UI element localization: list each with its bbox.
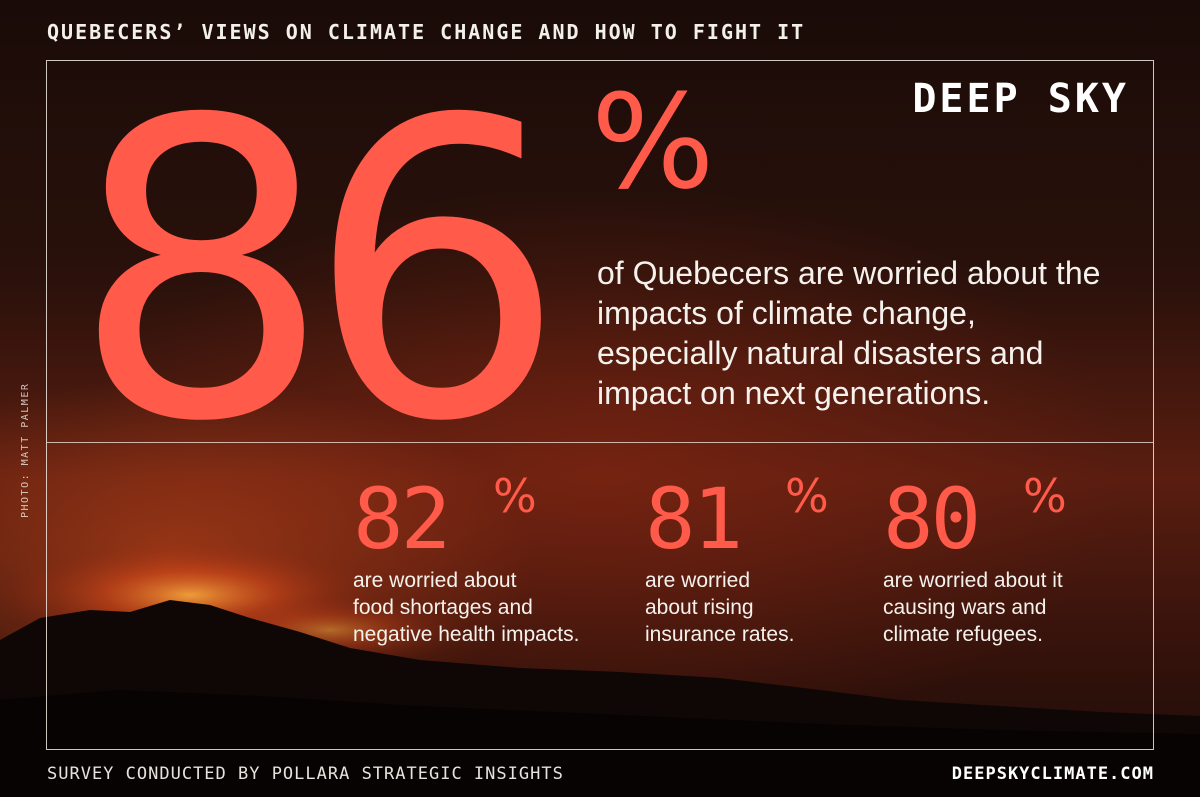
stat-caption-line: are worried about [353, 569, 517, 592]
headline-stat-caption: of Quebecers are worried about the impac… [597, 255, 1101, 411]
stat-caption-line: are worried about it [883, 569, 1063, 592]
stat-percent: % [493, 469, 537, 523]
stat-value: 81 [645, 470, 743, 568]
stat-food-health: 82 % are worried about food shortages an… [353, 470, 580, 648]
photo-credit: PHOTO: MATT PALMER [20, 382, 31, 518]
stat-value: 80 [883, 470, 981, 568]
stat-caption-line: are worried [645, 569, 751, 592]
headline-stat-value: 86 [71, 33, 567, 511]
stat-caption-line: about rising [645, 596, 754, 619]
stat-caption-line: negative health impacts. [353, 623, 580, 646]
content-frame: DEEP SKY 86 % of Quebecers are worried a… [46, 60, 1154, 750]
stat-percent: % [785, 469, 829, 523]
website-link[interactable]: DEEPSKYCLIMATE.COM [951, 764, 1154, 784]
stat-caption-line: food shortages and [353, 596, 533, 619]
stat-insurance: 81 % are worried about rising insurance … [645, 470, 829, 648]
stat-wars-refugees: 80 % are worried about it causing wars a… [883, 470, 1067, 648]
page-title: QUEBECERS’ VIEWS ON CLIMATE CHANGE AND H… [47, 20, 806, 44]
stat-caption-line: climate refugees. [883, 623, 1043, 646]
stat-caption-line: insurance rates. [645, 623, 795, 646]
section-divider [47, 442, 1153, 443]
stat-value: 82 [353, 470, 451, 568]
survey-source: SURVEY CONDUCTED BY POLLARA STRATEGIC IN… [47, 764, 564, 784]
stat-caption-line: causing wars and [883, 596, 1047, 619]
headline-stat-percent: % [591, 66, 715, 218]
deep-sky-logo: DEEP SKY [912, 76, 1129, 122]
stat-percent: % [1023, 469, 1067, 523]
